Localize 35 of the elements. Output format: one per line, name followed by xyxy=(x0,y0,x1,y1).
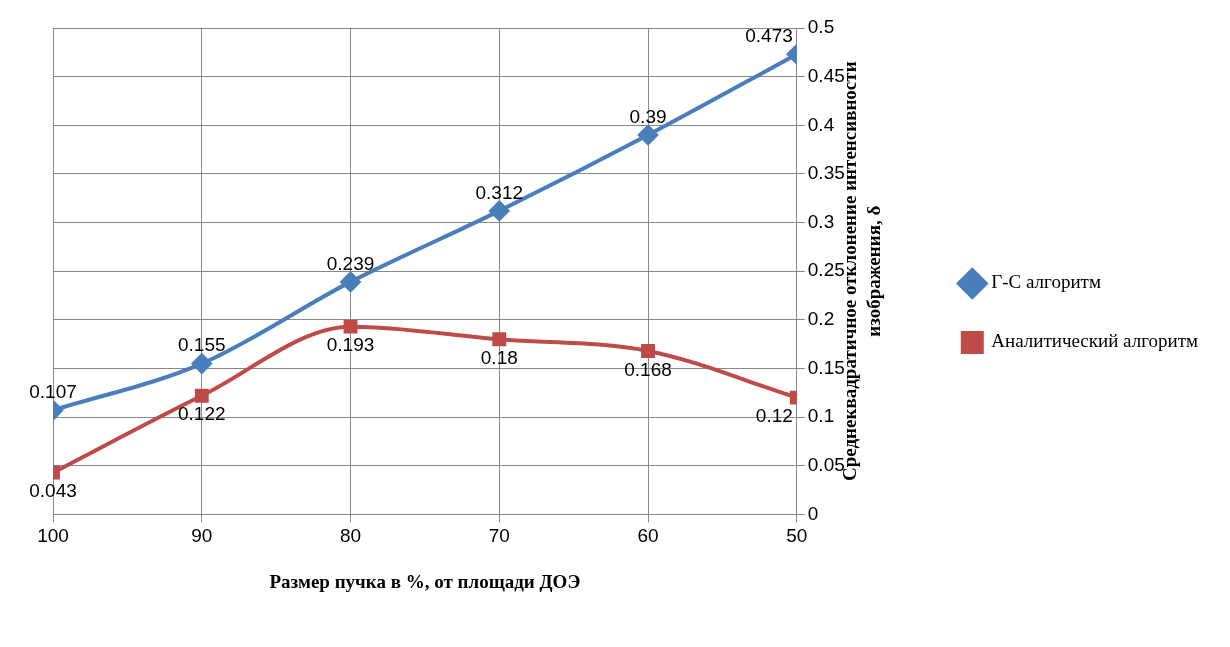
y-tick-label: 0.1 xyxy=(807,405,835,427)
data-label: 0.043 xyxy=(29,480,77,502)
y-tick-label: 0.25 xyxy=(807,259,845,281)
x-tick-label: 80 xyxy=(339,525,362,547)
y-tick-label: 0.3 xyxy=(807,210,835,232)
data-label: 0.12 xyxy=(755,405,793,427)
y-tick-label: 0.35 xyxy=(807,162,845,184)
data-label: 0.155 xyxy=(177,334,226,356)
point xyxy=(340,271,361,292)
legend-label: Аналитический алгоритм xyxy=(991,330,1198,352)
y-tick-label: 0.45 xyxy=(807,64,845,86)
point xyxy=(343,319,358,334)
data-label: 0.312 xyxy=(475,181,524,203)
y-tick-label: 0.15 xyxy=(807,356,845,378)
x-tick-label: 100 xyxy=(37,525,69,547)
data-label: 0.473 xyxy=(745,25,793,46)
x-axis-title: Размер пучка в %, от площади ДОЭ xyxy=(269,570,581,592)
y-tick-label: 0 xyxy=(807,502,819,524)
x-tick-label: 90 xyxy=(191,525,213,547)
y-tick-label: 0.4 xyxy=(807,113,835,135)
point xyxy=(492,332,507,347)
data-label: 0.18 xyxy=(480,347,518,369)
data-label: 0.122 xyxy=(177,403,226,425)
data-label: 0.193 xyxy=(326,334,375,356)
data-label: 0.168 xyxy=(624,358,672,380)
data-label: 0.39 xyxy=(629,105,667,127)
point xyxy=(489,200,510,221)
data-label: 0.107 xyxy=(29,381,77,403)
legend-label: Г-С алгоритм xyxy=(991,271,1101,293)
x-tick-label: 60 xyxy=(637,525,659,547)
data-label: 0.239 xyxy=(326,252,375,274)
y-tick-label: 0.2 xyxy=(807,308,835,330)
x-tick-label: 50 xyxy=(786,525,808,547)
x-tick-label: 70 xyxy=(488,525,510,547)
y-tick-label: 0.5 xyxy=(807,16,835,38)
